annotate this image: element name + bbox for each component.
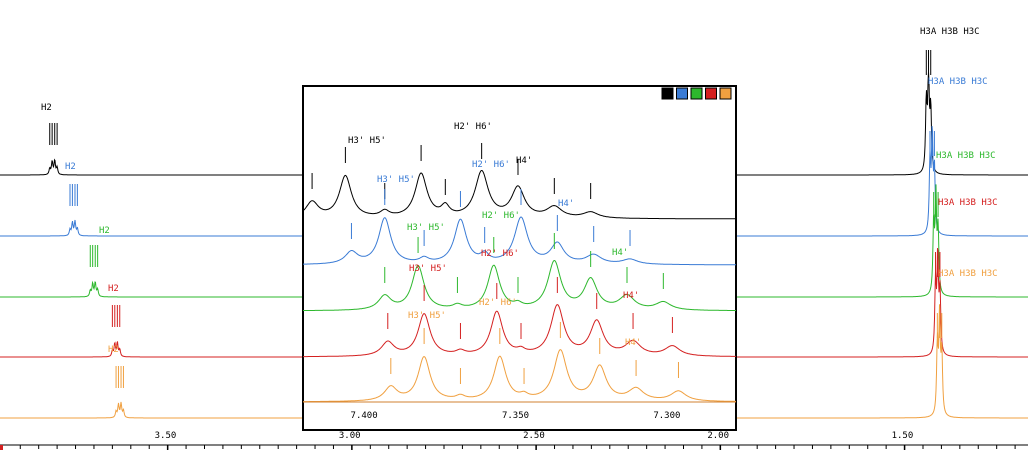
inset-frame xyxy=(302,85,737,431)
x-tick-label: 3.50 xyxy=(155,431,177,441)
x-tick-label: 2.00 xyxy=(707,431,729,441)
inset-tick-label: 7.350 xyxy=(502,411,529,421)
inset-h26-label: H2' H6' xyxy=(479,298,517,308)
inset-trace-5: H3' H5' H2' H6' H4' xyxy=(303,298,736,403)
inset-h4-label: H4' xyxy=(625,338,641,348)
inset-h4-label: H4' xyxy=(516,156,532,166)
h2-label: H2 xyxy=(65,162,76,172)
inset-plot: H3' H5'H2' H6'H4'H3' H5'H2' H6'H4'H3' H5… xyxy=(303,122,736,403)
inset-h4-label: H4' xyxy=(612,248,628,258)
inset-tick-label: 7.400 xyxy=(351,411,378,421)
inset-trace-4: H3' H5' H2' H6' H4' xyxy=(303,249,736,358)
h2-label: H2 xyxy=(108,345,119,355)
legend-swatch-red xyxy=(705,87,717,100)
inset-spectrum-line xyxy=(303,170,736,220)
h3-label: H3A H3B H3C xyxy=(938,198,998,208)
main-x-axis: 3.50 3.00 2.50 2.00 1.50 xyxy=(0,431,1028,450)
inset-tick-label: 7.300 xyxy=(653,411,680,421)
legend-swatch-blue xyxy=(676,87,688,100)
legend-swatch-green xyxy=(690,87,703,100)
inset-h35-label: H3' H5' xyxy=(407,223,445,233)
inset-h35-label: H3' H5' xyxy=(348,136,386,146)
inset-h4-label: H4' xyxy=(623,291,639,301)
inset-spectrum-line xyxy=(303,259,736,311)
inset-h4-label: H4' xyxy=(558,199,574,209)
inset-h26-label: H2' H6' xyxy=(481,249,519,259)
h3-label: H3A H3B H3C xyxy=(936,151,996,161)
h3-label: H3A H3B H3C xyxy=(928,77,988,87)
inset-trace-1: H3' H5' H2' H6' H4' xyxy=(303,122,736,220)
inset-h35-label: H3' H5' xyxy=(409,264,447,274)
inset-h26-label: H2' H6' xyxy=(454,122,492,132)
axis-origin-marker xyxy=(0,445,3,450)
inset-trace-3: H3' H5' H2' H6' H4' xyxy=(303,211,736,311)
h3-label: H3A H3B H3C xyxy=(920,27,980,37)
inset-zoom-panel[interactable]: H3' H5'H2' H6'H4'H3' H5'H2' H6'H4'H3' H5… xyxy=(302,85,737,431)
inset-h26-label: H2' H6' xyxy=(472,160,510,170)
inset-h26-label: H2' H6' xyxy=(482,211,520,221)
inset-h35-label: H3' H5' xyxy=(408,311,446,321)
inset-h35-label: H3' H5' xyxy=(377,175,415,185)
inset-spectrum-line xyxy=(303,349,736,403)
inset-trace-2: H3' H5' H2' H6' H4' xyxy=(303,160,736,266)
h3-label: H3A H3B H3C xyxy=(938,269,998,279)
h2-label: H2 xyxy=(108,284,119,294)
inset-spectrum-line xyxy=(303,216,736,266)
x-tick-label: 3.00 xyxy=(339,431,361,441)
legend-swatch-black xyxy=(661,87,674,100)
inset-spectrum-line xyxy=(303,304,736,358)
h2-label: H2 xyxy=(41,103,52,113)
legend-swatch-orange xyxy=(719,87,732,100)
h2-label: H2 xyxy=(99,226,110,236)
x-tick-label: 2.50 xyxy=(523,431,545,441)
x-tick-label: 1.50 xyxy=(892,431,914,441)
